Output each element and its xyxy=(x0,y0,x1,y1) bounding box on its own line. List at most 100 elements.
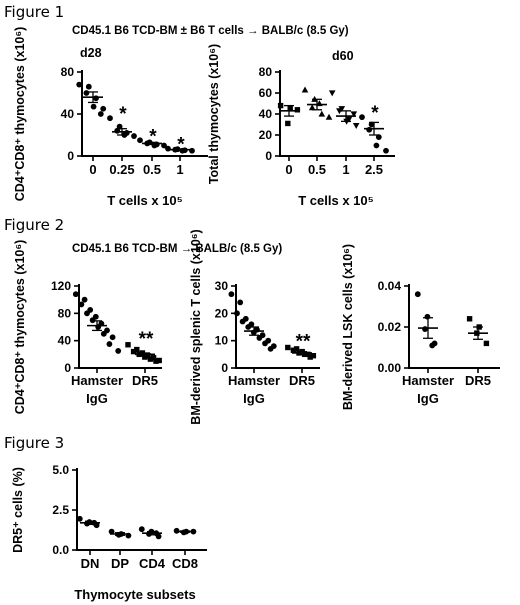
y-tick-label: 80 xyxy=(61,65,75,79)
data-point xyxy=(294,107,301,113)
data-point xyxy=(109,334,116,341)
y-axis-title: BM-derived splenic T cells (x10⁶) xyxy=(189,229,203,424)
y-tick-label: 20 xyxy=(215,306,229,320)
figure-2-label: Figure 2 xyxy=(4,216,65,234)
x-axis-title: T cells x 10⁵ xyxy=(298,193,374,208)
data-point xyxy=(285,120,291,127)
data-point xyxy=(72,291,79,298)
data-point xyxy=(138,526,145,533)
data-point xyxy=(422,326,428,332)
data-point xyxy=(239,318,246,325)
y-axis-title: CD4⁺CD8⁺ thymocytes (x10⁶) xyxy=(13,27,27,202)
data-point xyxy=(375,134,382,141)
data-point xyxy=(83,90,90,96)
y-tick-label: 120 xyxy=(51,279,71,293)
y-tick-label: 2.5 xyxy=(52,503,69,517)
data-point xyxy=(483,340,490,347)
x-category-label: DR5 xyxy=(465,373,491,388)
x-category-label: 0 xyxy=(89,162,96,177)
significance-marker: ** xyxy=(139,329,154,350)
data-point xyxy=(352,122,360,129)
y-tick-label: 20 xyxy=(259,128,273,142)
data-point xyxy=(189,147,195,154)
data-point xyxy=(165,145,171,152)
data-point xyxy=(153,358,159,364)
data-point xyxy=(466,316,473,322)
x-category-label: Hamster IgG xyxy=(71,373,123,406)
y-axis-title: CD4⁺CD8⁺ thymocytes (x10⁶) xyxy=(13,240,27,415)
y-tick-label: 0 xyxy=(64,361,71,375)
data-point xyxy=(245,324,252,330)
significance-marker: ** xyxy=(296,332,311,353)
data-point xyxy=(429,342,436,349)
y-tick-label: 0.0 xyxy=(52,543,69,557)
significance-marker: * xyxy=(119,104,127,125)
x-category-label: CD4 xyxy=(139,556,166,571)
data-point xyxy=(373,142,380,149)
data-point xyxy=(90,103,97,110)
data-point xyxy=(310,353,317,359)
x-category-label: 0 xyxy=(285,162,292,177)
data-point xyxy=(293,346,300,352)
data-point xyxy=(285,344,291,351)
data-point xyxy=(336,108,343,115)
panel-label: d28 xyxy=(80,46,102,60)
data-point xyxy=(301,86,309,93)
data-point xyxy=(325,113,333,120)
data-point xyxy=(256,335,263,341)
x-category-label: DP xyxy=(111,556,129,571)
data-point xyxy=(142,354,148,360)
data-point xyxy=(307,354,313,360)
data-point xyxy=(106,341,113,347)
data-point xyxy=(150,355,157,361)
y-tick-label: 0.00 xyxy=(378,361,402,375)
data-point xyxy=(125,342,131,348)
data-point xyxy=(366,126,373,133)
data-point xyxy=(134,346,140,353)
x-category-label: DN xyxy=(81,556,100,571)
figure-1-label: Figure 1 xyxy=(4,3,65,21)
y-axis-title: DR5⁺ cells (%) xyxy=(11,467,25,553)
x-category-label: CD8 xyxy=(172,556,198,571)
figure-1-subtitle: CD45.1 B6 TCD-BM ± B6 T cells → BALB/c (… xyxy=(72,25,349,37)
significance-marker: * xyxy=(149,126,157,147)
x-category-label: 2.5 xyxy=(365,162,383,177)
figure-3-label: Figure 3 xyxy=(4,434,65,452)
significance-marker: * xyxy=(177,135,185,156)
data-point xyxy=(107,115,113,122)
data-point xyxy=(100,105,107,112)
data-point xyxy=(156,357,162,364)
x-category-label: Hamster IgG xyxy=(228,373,280,406)
data-point xyxy=(76,515,83,522)
x-axis-title: Thymocyte subsets xyxy=(74,587,195,602)
data-point xyxy=(414,291,421,298)
x-axis-title: T cells x 10⁵ xyxy=(107,193,183,208)
y-tick-label: 5.0 xyxy=(52,463,69,477)
y-tick-label: 40 xyxy=(58,334,72,348)
y-tick-label: 10 xyxy=(215,334,229,348)
x-category-label: 0.5 xyxy=(143,162,161,177)
data-point xyxy=(78,301,85,308)
y-tick-label: 0 xyxy=(221,361,228,375)
data-point xyxy=(262,340,268,347)
y-tick-label: 0 xyxy=(265,149,272,163)
data-point xyxy=(115,348,122,354)
figure-2-subtitle: CD45.1 B6 TCD-BM → BALB/c (8.5 Gy) xyxy=(72,243,283,255)
data-point xyxy=(93,95,99,102)
data-point xyxy=(237,299,244,306)
y-tick-label: 0.02 xyxy=(378,320,402,334)
y-axis-title: BM-derived LSK cells (x10⁶) xyxy=(341,244,355,410)
data-point xyxy=(305,351,311,358)
significance-marker: * xyxy=(371,103,379,124)
data-point xyxy=(173,527,180,534)
data-point xyxy=(267,345,274,352)
data-point xyxy=(108,528,115,535)
data-point xyxy=(89,317,96,324)
panel-label: d60 xyxy=(332,49,354,63)
y-tick-label: 0 xyxy=(67,149,74,163)
data-point xyxy=(85,83,92,90)
data-point xyxy=(130,348,137,355)
data-point xyxy=(328,90,336,97)
data-point xyxy=(277,102,284,109)
